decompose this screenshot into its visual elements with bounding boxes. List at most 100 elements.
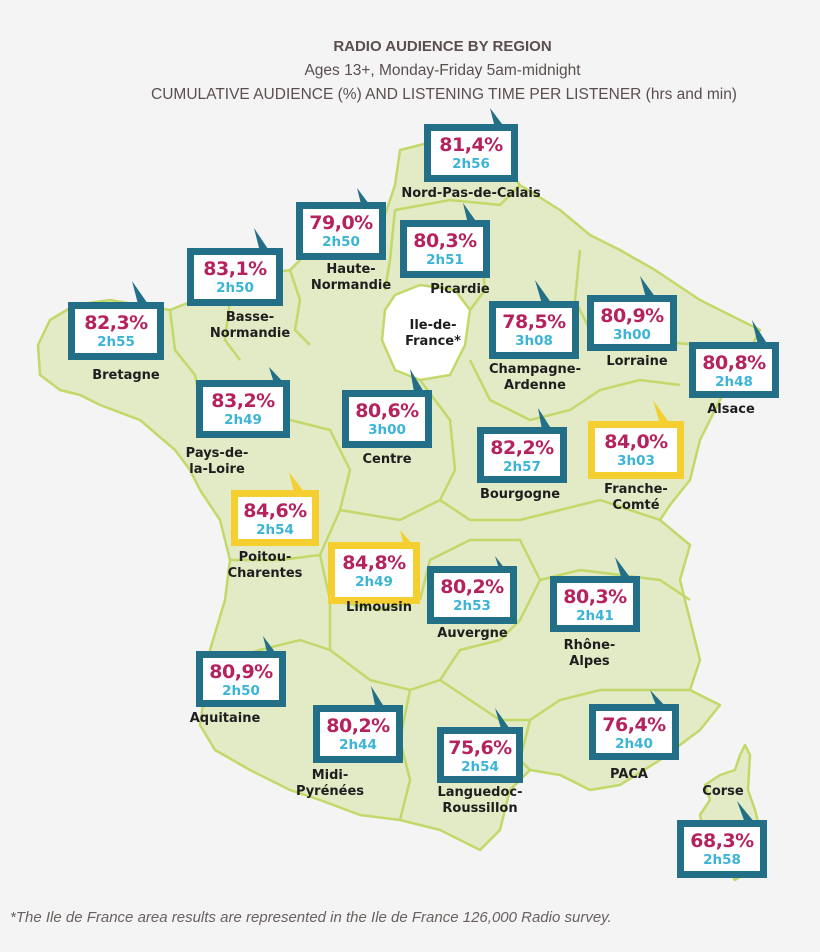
region-label-line: Charentes [227,566,303,581]
region-time: 3h00 [613,327,651,343]
region-box-limousin: 84,8% 2h49 [328,542,420,604]
region-label-line: Alpes [569,654,610,669]
region-box-poitou-charentes: 84,6% 2h54 [231,490,319,546]
region-box-centre: 80,6% 3h00 [342,390,432,448]
region-time: 2h50 [216,280,254,296]
region-box-corse: 68,3% 2h58 [677,820,767,878]
region-time: 2h55 [97,334,135,350]
region-percent: 84,8% [342,552,406,574]
region-label-champagne-ardenne: Champagne- Ardenne [480,362,590,394]
chart-subtitle-metrics: CUMULATIVE AUDIENCE (%) AND LISTENING TI… [151,86,737,103]
region-label-picardie: Picardie [430,282,490,297]
region-label-ile-de-france: Ile-de- France* [388,318,478,350]
region-time: 2h49 [224,412,262,428]
region-percent: 83,2% [211,390,275,412]
region-label-midi-pyrenees: Midi- Pyrénées [280,768,380,800]
region-time: 2h53 [453,598,491,614]
chart-subtitle: Ages 13+, Monday-Friday 5am-midnight [304,62,581,79]
region-percent: 80,8% [702,352,766,374]
region-time: 2h41 [576,608,614,624]
region-time: 2h54 [256,522,294,538]
region-percent: 83,1% [203,258,267,280]
region-percent: 84,6% [243,500,307,522]
region-label-lorraine: Lorraine [606,354,668,369]
region-label-line: Pays-de- [185,446,249,461]
region-time: 2h44 [339,737,377,753]
region-percent: 80,3% [563,586,627,608]
region-box-paca: 76,4% 2h40 [589,704,679,760]
region-box-nord-pas-de-calais: 81,4% 2h56 [424,124,518,182]
region-label-line: Normandie [209,326,291,341]
region-label-line: Ardenne [504,378,566,393]
region-label-line: Midi- [311,768,349,783]
region-box-bourgogne: 82,2% 2h57 [477,427,567,483]
region-box-bretagne: 82,3% 2h55 [68,302,164,360]
region-box-auvergne: 80,2% 2h53 [427,566,517,624]
region-percent: 79,0% [309,212,373,234]
region-label-languedoc-roussillon: Languedoc- Roussillon [425,785,535,817]
region-label-paca: PACA [610,767,648,782]
region-percent: 68,3% [690,830,754,852]
region-label-line: Normandie [310,278,392,293]
region-label-pays-de-la-loire: Pays-de- la-Loire [172,446,262,478]
region-label-bretagne: Bretagne [92,368,160,383]
region-percent: 75,6% [448,737,512,759]
region-time: 2h57 [503,459,541,475]
region-time: 2h50 [222,683,260,699]
region-time: 2h40 [615,736,653,752]
region-label-alsace: Alsace [707,402,755,417]
region-percent: 80,6% [355,400,419,422]
region-percent: 76,4% [602,714,666,736]
region-time: 3h00 [368,422,406,438]
region-label-line: la-Loire [189,462,245,477]
region-label-line: Roussillon [442,801,518,816]
region-percent: 82,2% [490,437,554,459]
region-label-haute-normandie: Haute- Normandie [296,262,406,294]
region-percent: 80,2% [326,715,390,737]
region-label-line: Ile-de- [409,318,457,333]
region-label-line: Franche- [604,482,668,497]
region-label-limousin: Limousin [346,600,412,615]
region-box-franche-comte: 84,0% 3h03 [588,421,684,479]
region-box-alsace: 80,8% 2h48 [689,342,779,398]
footnote: *The Ile de France area results are repr… [10,909,612,926]
region-label-franche-comte: Franche- Comté [588,482,684,514]
region-label-auvergne: Auvergne [437,626,508,641]
region-percent: 80,9% [209,661,273,683]
region-percent: 84,0% [604,431,668,453]
region-label-corse: Corse [702,784,744,799]
region-percent: 80,2% [440,576,504,598]
region-time: 2h54 [461,759,499,775]
region-label-line: Basse- [225,310,275,325]
region-label-line: Pyrénées [295,784,365,799]
region-box-languedoc-roussillon: 75,6% 2h54 [437,727,523,783]
region-label-line: Champagne- [489,362,581,377]
region-box-haute-normandie: 79,0% 2h50 [296,202,386,260]
region-label-line: Haute- [326,262,376,277]
region-label-centre: Centre [362,452,412,467]
region-label-poitou-charentes: Poitou- Charentes [215,550,315,582]
region-box-lorraine: 80,9% 3h00 [587,295,677,351]
region-time: 3h03 [617,453,655,469]
region-label-line: Languedoc- [437,785,523,800]
region-label-nord-pas-de-calais: Nord-Pas-de-Calais [401,186,541,201]
region-time: 2h51 [426,252,464,268]
region-time: 2h48 [715,374,753,390]
region-label-aquitaine: Aquitaine [189,711,261,726]
region-label-line: Comté [612,498,660,513]
region-label-rhone-alpes: Rhône- Alpes [542,638,637,670]
region-time: 3h08 [515,333,553,349]
region-box-rhone-alpes: 80,3% 2h41 [550,576,640,632]
region-label-basse-normandie: Basse- Normandie [195,310,305,342]
region-box-aquitaine: 80,9% 2h50 [196,651,286,707]
region-percent: 80,9% [600,305,664,327]
region-box-picardie: 80,3% 2h51 [400,220,490,278]
region-percent: 78,5% [502,311,566,333]
region-box-champagne-ardenne: 78,5% 3h08 [489,301,579,359]
region-time: 2h50 [322,234,360,250]
region-time: 2h49 [355,574,393,590]
chart-title: RADIO AUDIENCE BY REGION [333,38,552,55]
region-time: 2h58 [703,852,741,868]
region-label-bourgogne: Bourgogne [479,487,561,502]
